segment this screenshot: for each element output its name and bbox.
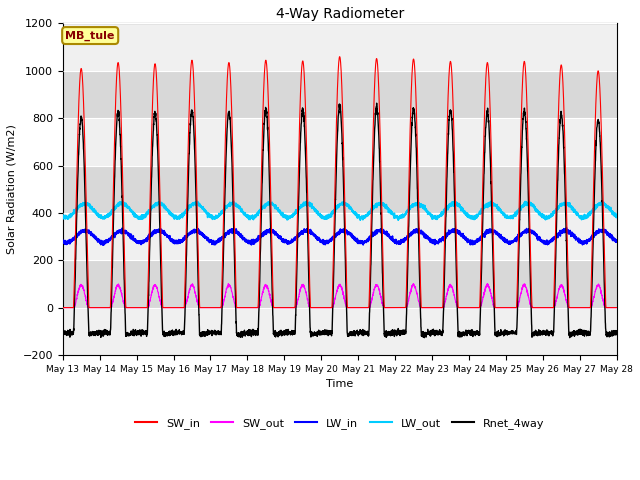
LW_out xyxy=(464,214,472,220)
Line: SW_out: SW_out xyxy=(63,284,616,308)
SW_out xyxy=(159,305,166,311)
Bar xyxy=(63,166,616,213)
Rnet_4way xyxy=(420,335,428,340)
SW_in xyxy=(495,305,503,311)
Rnet_4way xyxy=(464,330,472,336)
LW_out xyxy=(59,212,67,217)
LW_in xyxy=(159,230,166,236)
SW_in xyxy=(464,305,472,311)
Bar xyxy=(63,24,616,71)
Bar xyxy=(63,260,616,308)
LW_out xyxy=(612,215,620,220)
LW_out xyxy=(495,206,503,212)
Text: MB_tule: MB_tule xyxy=(65,30,115,41)
Rnet_4way xyxy=(159,319,166,324)
LW_out xyxy=(612,214,620,220)
SW_in xyxy=(336,54,344,60)
Line: LW_in: LW_in xyxy=(63,228,616,245)
LW_in xyxy=(319,237,327,242)
LW_out xyxy=(433,215,441,220)
X-axis label: Time: Time xyxy=(326,379,353,389)
Bar xyxy=(63,71,616,118)
SW_out xyxy=(319,305,327,311)
Rnet_4way xyxy=(373,100,381,106)
LW_in xyxy=(464,238,472,244)
Line: Rnet_4way: Rnet_4way xyxy=(63,103,616,337)
SW_out xyxy=(612,305,620,311)
SW_in xyxy=(159,291,166,297)
SW_in xyxy=(433,305,441,311)
Rnet_4way xyxy=(433,329,441,335)
LW_in xyxy=(495,231,503,237)
SW_out xyxy=(495,305,503,311)
SW_in xyxy=(612,305,620,311)
Bar xyxy=(63,213,616,260)
LW_out xyxy=(159,200,166,206)
Rnet_4way xyxy=(612,329,620,335)
SW_out xyxy=(612,305,620,311)
SW_in xyxy=(319,305,327,311)
LW_in xyxy=(612,239,620,245)
LW_in xyxy=(612,240,620,245)
SW_out xyxy=(433,305,441,311)
Rnet_4way xyxy=(319,330,327,336)
Y-axis label: Solar Radiation (W/m2): Solar Radiation (W/m2) xyxy=(7,124,17,254)
SW_in xyxy=(59,305,67,311)
LW_in xyxy=(563,225,570,230)
SW_out xyxy=(484,281,492,287)
Bar xyxy=(63,308,616,355)
LW_in xyxy=(433,239,441,244)
SW_out xyxy=(464,305,472,311)
LW_out xyxy=(319,215,327,221)
SW_out xyxy=(59,305,67,311)
LW_in xyxy=(59,239,67,244)
Rnet_4way xyxy=(612,330,620,336)
LW_in xyxy=(99,242,107,248)
Legend: SW_in, SW_out, LW_in, LW_out, Rnet_4way: SW_in, SW_out, LW_in, LW_out, Rnet_4way xyxy=(131,414,549,433)
SW_in xyxy=(612,305,620,311)
Line: SW_in: SW_in xyxy=(63,57,616,308)
Rnet_4way xyxy=(495,333,503,338)
Rnet_4way xyxy=(59,331,67,337)
Bar xyxy=(63,118,616,166)
LW_out xyxy=(356,217,364,223)
LW_out xyxy=(488,198,496,204)
Title: 4-Way Radiometer: 4-Way Radiometer xyxy=(276,7,404,21)
Line: LW_out: LW_out xyxy=(63,201,616,220)
